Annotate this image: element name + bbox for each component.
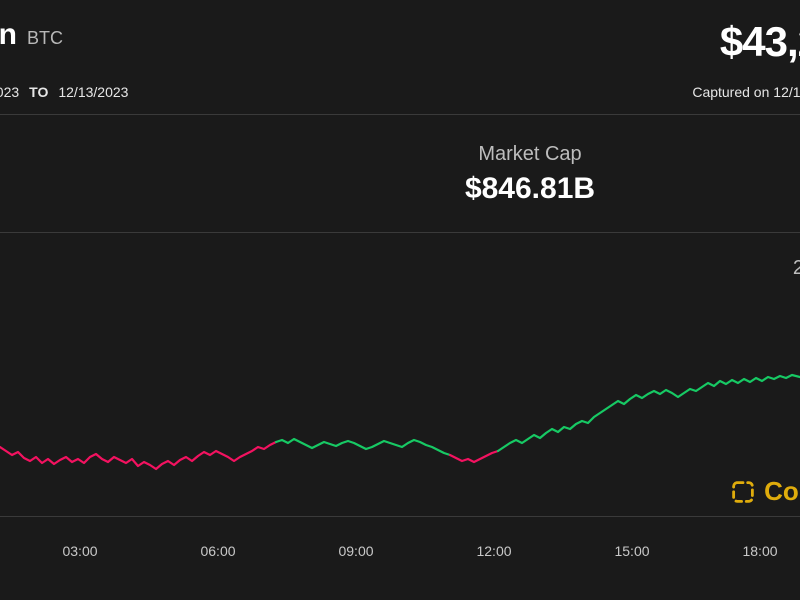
price-value: $43,2 (720, 18, 800, 66)
x-tick-label: 15:00 (614, 543, 649, 559)
date-row: 2023 TO 12/13/2023 Captured on 12/13/2 (0, 76, 800, 114)
brand-text: Coi (764, 476, 800, 507)
date-range: 2023 TO 12/13/2023 (0, 84, 128, 100)
chart-area: 03:0006:0009:0012:0015:0018:00 Coi (0, 233, 800, 553)
header: oin BTC $43,2 (0, 0, 800, 76)
date-from: 2023 (0, 84, 19, 100)
title-block: oin BTC (0, 18, 63, 52)
x-tick-label: 12:00 (476, 543, 511, 559)
x-tick-label: 09:00 (338, 543, 373, 559)
date-to-label: TO (29, 84, 48, 100)
captured-date: 12/13/2 (773, 84, 800, 100)
chart-segment (498, 375, 800, 451)
market-cap-label: Market Cap (260, 143, 800, 166)
coin-name: oin (0, 18, 17, 52)
date-to: 12/13/2023 (58, 84, 128, 100)
brand-logo-icon (728, 477, 758, 507)
price-chart (0, 233, 800, 553)
captured-on: Captured on 12/13/2 (692, 84, 800, 100)
x-tick-label: 03:00 (62, 543, 97, 559)
x-tick-label: 06:00 (200, 543, 235, 559)
chart-segment (276, 439, 450, 455)
market-cap-value: $846.81B (260, 172, 800, 206)
x-tick-label: 18:00 (742, 543, 777, 559)
x-axis-line (0, 516, 800, 517)
stats-block: Market Cap $846.81B 2 (0, 115, 800, 232)
coin-ticker: BTC (27, 28, 63, 49)
captured-prefix: Captured on (692, 84, 773, 100)
watermark: Coi (728, 476, 800, 507)
chart-segment (450, 451, 498, 462)
chart-segment (0, 442, 276, 469)
